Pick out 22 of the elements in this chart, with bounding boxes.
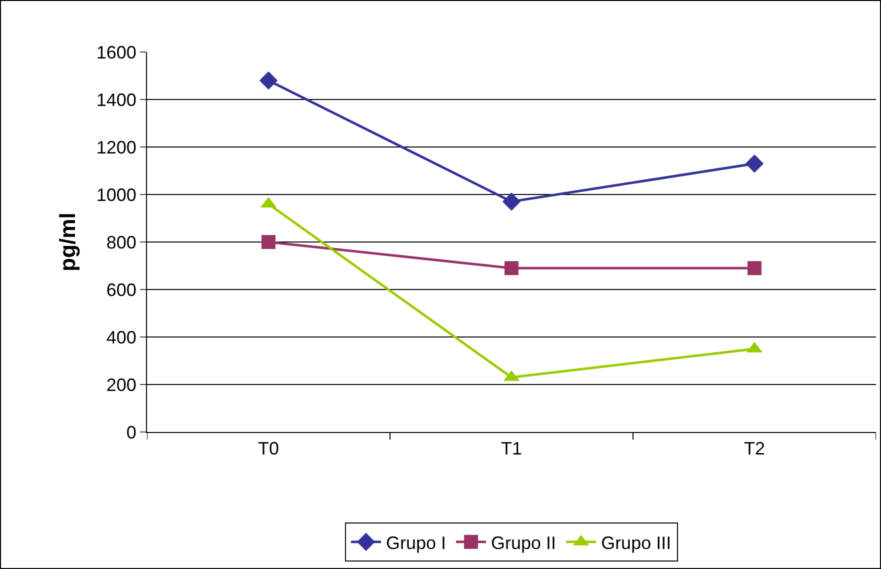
y-tick-label: 1200 (96, 137, 136, 158)
point (259, 71, 278, 90)
y-tick-label: 1000 (96, 184, 136, 205)
y-axis-title: pg/ml (55, 212, 80, 272)
point (502, 192, 521, 211)
y-tick-label: 600 (106, 280, 136, 300)
y-tick-label: 200 (106, 374, 136, 395)
y-tick-label: 1400 (96, 90, 136, 110)
x-tick-label: T1 (500, 438, 522, 459)
point (748, 261, 762, 276)
y-tick-label: 400 (106, 327, 136, 348)
point (745, 154, 764, 173)
y-tick-label: 800 (106, 232, 136, 252)
y-tick-label: 1600 (96, 42, 136, 62)
point (262, 235, 276, 249)
legend-label: Grupo III (601, 532, 672, 553)
legend-label: Grupo II (491, 532, 556, 553)
x-tick-label: T2 (744, 438, 766, 459)
point (504, 261, 518, 276)
legend-label: Grupo I (386, 532, 446, 553)
y-tick-label: 0 (126, 422, 136, 442)
x-tick-label: T0 (258, 438, 280, 459)
